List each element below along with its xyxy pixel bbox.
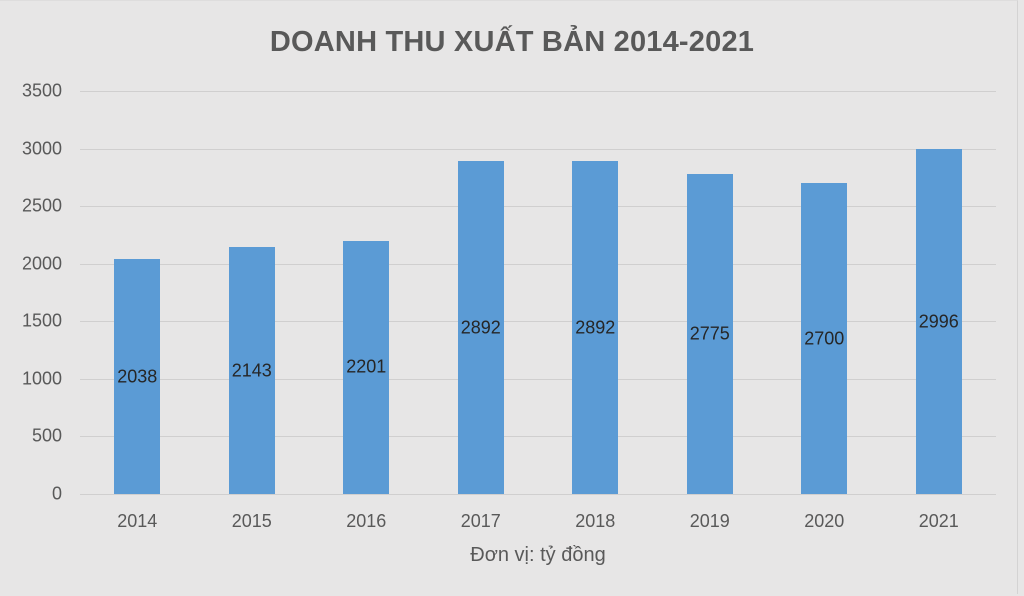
gridline <box>80 321 996 323</box>
gridline <box>80 263 996 265</box>
y-tick-label: 1500 <box>21 310 62 331</box>
chart-title: DOANH THU XUẤT BẢN 2014-2021 <box>269 26 755 58</box>
data-label: 2143 <box>231 360 272 381</box>
x-tick-label: 2018 <box>575 511 616 531</box>
data-label: 2038 <box>117 366 158 387</box>
gridline <box>80 494 996 495</box>
plot-area: 2038 2143 2201 2892 2892 2775 2700 2996 <box>80 91 996 495</box>
data-label: 2892 <box>460 317 501 337</box>
data-label: 2775 <box>689 323 730 344</box>
x-tick-label: 2021 <box>918 511 959 531</box>
y-tick-label: 3500 <box>21 80 62 101</box>
x-tick-label: 2016 <box>346 511 387 531</box>
bar-2014 <box>114 259 161 494</box>
gridline <box>80 148 996 150</box>
data-label: 2201 <box>346 356 387 377</box>
y-tick-label: 1000 <box>21 368 62 389</box>
data-label: 2892 <box>575 317 616 337</box>
x-tick-label: 2019 <box>689 511 730 531</box>
bar-2015 <box>228 247 275 494</box>
y-tick-label: 2000 <box>21 253 62 274</box>
bar-2017 <box>457 161 504 494</box>
x-tick-label: 2017 <box>460 511 501 531</box>
data-label: 2996 <box>918 311 959 332</box>
x-axis-title: Đơn vị: tỷ đồng <box>470 544 606 566</box>
y-tick-label: 0 <box>51 483 62 504</box>
x-tick-label: 2015 <box>231 511 272 531</box>
x-tick-label: 2014 <box>117 511 158 531</box>
bar-2019 <box>686 174 733 494</box>
y-tick-label: 2500 <box>21 195 62 216</box>
bar-2020 <box>801 183 848 494</box>
bar-2016 <box>343 240 390 494</box>
y-tick-label: 500 <box>31 425 62 446</box>
gridline <box>80 378 996 380</box>
gridline <box>80 436 996 438</box>
x-tick-label: 2020 <box>804 511 845 531</box>
y-tick-label: 3000 <box>21 138 62 159</box>
data-label: 2700 <box>804 328 845 349</box>
gridline <box>80 206 996 208</box>
bar-2021 <box>915 149 962 494</box>
gridline <box>80 91 996 92</box>
bar-2018 <box>572 161 619 494</box>
